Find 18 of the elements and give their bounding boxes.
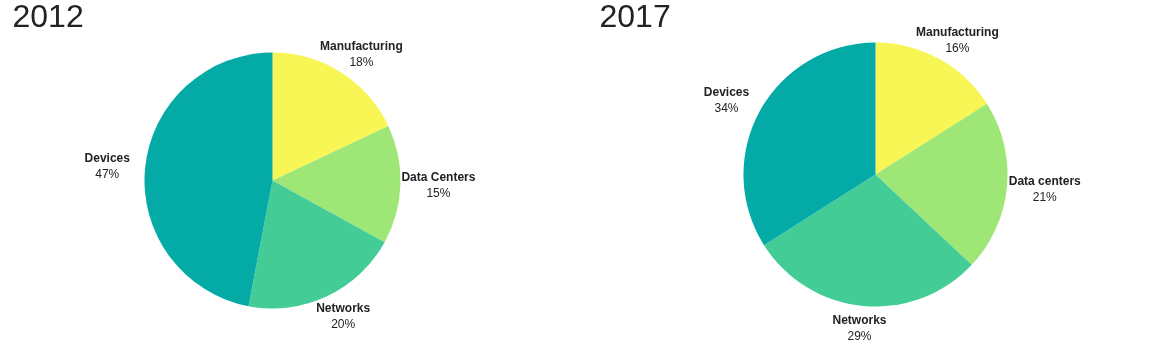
data-label: 15% <box>426 186 451 201</box>
slice-label: Data Centers <box>401 170 476 185</box>
data-label: 29% <box>847 328 872 343</box>
chart-title: 2012 <box>12 0 84 34</box>
data-label: 16% <box>945 40 970 55</box>
data-label: 20% <box>331 317 356 332</box>
data-label: 18% <box>349 54 374 69</box>
slice-label: Devices <box>84 151 131 166</box>
data-label: 34% <box>714 101 739 116</box>
slice-label: Data centers <box>1008 173 1082 188</box>
slice-label: Manufacturing <box>916 24 999 39</box>
chart-title: 2017 <box>599 0 671 34</box>
slice-label: Manufacturing <box>320 38 403 53</box>
data-label: 47% <box>95 167 120 182</box>
data-label: 21% <box>1032 189 1058 204</box>
slice-label: Networks <box>316 301 371 316</box>
slice-label: Networks <box>832 312 887 327</box>
slice-label: Devices <box>703 85 750 100</box>
